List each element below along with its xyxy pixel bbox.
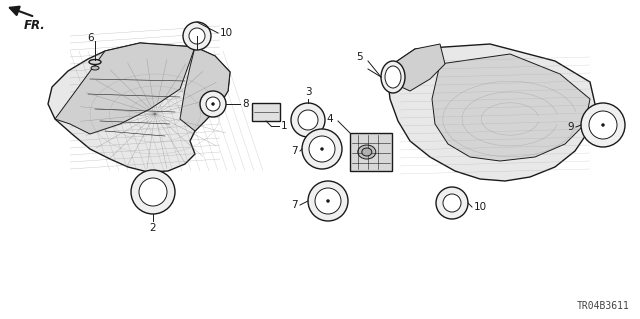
Circle shape (602, 123, 605, 127)
Text: 8: 8 (242, 99, 248, 109)
Text: 2: 2 (150, 223, 156, 233)
Circle shape (326, 199, 330, 203)
Polygon shape (180, 47, 230, 131)
Bar (252, 103, 280, 121)
Circle shape (200, 91, 226, 117)
Text: 3: 3 (305, 87, 311, 97)
Circle shape (139, 178, 167, 206)
Polygon shape (432, 54, 590, 161)
Circle shape (131, 170, 175, 214)
Circle shape (206, 97, 220, 111)
Text: 9: 9 (568, 122, 574, 132)
Ellipse shape (381, 61, 405, 93)
Text: 7: 7 (291, 146, 298, 156)
Circle shape (302, 129, 342, 169)
Circle shape (443, 194, 461, 212)
Text: 5: 5 (356, 52, 363, 62)
Circle shape (211, 102, 214, 106)
Circle shape (308, 181, 348, 221)
Polygon shape (390, 44, 445, 91)
Circle shape (321, 147, 323, 151)
Ellipse shape (89, 60, 101, 64)
Circle shape (309, 136, 335, 162)
Circle shape (315, 188, 341, 214)
Text: FR.: FR. (24, 19, 45, 32)
Bar (350, 133, 392, 171)
Text: 7: 7 (291, 200, 298, 210)
Circle shape (291, 103, 325, 137)
Circle shape (589, 111, 617, 139)
Polygon shape (388, 44, 595, 181)
Text: TR04B3611: TR04B3611 (577, 301, 630, 311)
Text: 10: 10 (474, 202, 487, 212)
Text: 4: 4 (326, 114, 333, 124)
Circle shape (436, 187, 468, 219)
Circle shape (298, 110, 318, 130)
Circle shape (581, 103, 625, 147)
Circle shape (183, 22, 211, 50)
Circle shape (189, 28, 205, 44)
Ellipse shape (358, 145, 376, 159)
Polygon shape (55, 43, 195, 134)
Ellipse shape (362, 148, 372, 156)
Ellipse shape (385, 66, 401, 88)
Polygon shape (48, 43, 230, 172)
Ellipse shape (91, 66, 99, 70)
Text: 10: 10 (220, 28, 233, 38)
Text: 6: 6 (88, 33, 94, 43)
Text: 1: 1 (281, 121, 287, 131)
